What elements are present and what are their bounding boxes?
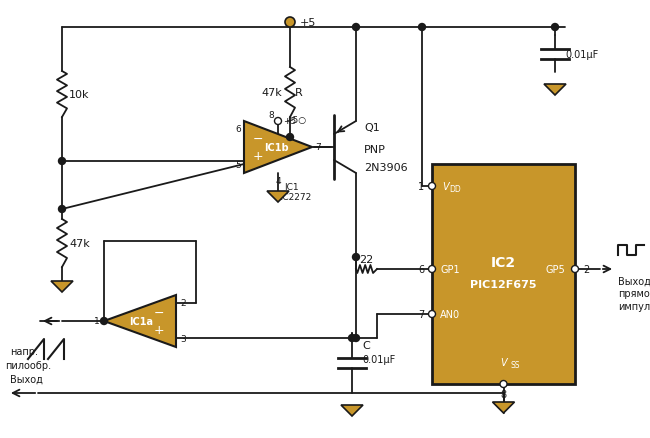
Polygon shape bbox=[51, 281, 73, 292]
Text: V: V bbox=[500, 357, 507, 367]
Circle shape bbox=[274, 118, 281, 125]
Text: Q1: Q1 bbox=[364, 123, 380, 133]
Text: −: − bbox=[253, 132, 263, 145]
Text: импульсов: импульсов bbox=[618, 301, 650, 311]
Text: 47k: 47k bbox=[69, 238, 90, 248]
Polygon shape bbox=[104, 295, 176, 347]
Text: 8: 8 bbox=[268, 110, 274, 119]
Circle shape bbox=[428, 183, 436, 190]
Text: Выход: Выход bbox=[618, 276, 650, 286]
Text: прямоуг.: прямоуг. bbox=[618, 288, 650, 298]
Circle shape bbox=[58, 206, 66, 213]
Polygon shape bbox=[544, 85, 566, 96]
Text: +5○: +5○ bbox=[285, 116, 306, 125]
Text: 0.01μF: 0.01μF bbox=[362, 354, 395, 364]
Text: 0.01μF: 0.01μF bbox=[565, 49, 598, 60]
Text: R: R bbox=[295, 88, 303, 98]
Polygon shape bbox=[493, 402, 515, 413]
Text: напр.: напр. bbox=[10, 346, 38, 356]
Text: +5: +5 bbox=[300, 18, 317, 28]
Circle shape bbox=[571, 266, 578, 273]
Polygon shape bbox=[267, 191, 289, 202]
Text: SS: SS bbox=[510, 360, 520, 370]
Text: 47k: 47k bbox=[261, 88, 282, 98]
Text: IC1a: IC1a bbox=[129, 316, 153, 326]
Circle shape bbox=[285, 18, 295, 28]
Circle shape bbox=[500, 381, 507, 388]
Text: 8: 8 bbox=[500, 389, 506, 399]
Circle shape bbox=[348, 335, 356, 342]
Text: GP5: GP5 bbox=[545, 265, 565, 274]
Text: 4: 4 bbox=[275, 176, 281, 185]
Circle shape bbox=[352, 254, 359, 261]
Text: 1: 1 bbox=[418, 182, 424, 191]
Text: 2: 2 bbox=[583, 265, 590, 274]
Text: пилообр.: пилообр. bbox=[5, 360, 51, 370]
Text: 7: 7 bbox=[418, 309, 424, 319]
Text: 6: 6 bbox=[418, 265, 424, 274]
Text: +: + bbox=[253, 150, 264, 163]
Text: GP1: GP1 bbox=[440, 265, 460, 274]
Circle shape bbox=[428, 311, 436, 318]
Circle shape bbox=[419, 25, 426, 32]
Text: +5: +5 bbox=[283, 117, 296, 126]
Text: 2: 2 bbox=[180, 299, 186, 308]
Circle shape bbox=[428, 266, 436, 273]
Text: DD: DD bbox=[449, 185, 461, 194]
Text: PIC12F675: PIC12F675 bbox=[470, 279, 537, 290]
Text: IC1b: IC1b bbox=[265, 143, 289, 153]
Text: IC1: IC1 bbox=[284, 183, 299, 192]
Text: 7: 7 bbox=[315, 143, 320, 152]
Text: 10k: 10k bbox=[69, 90, 90, 100]
FancyBboxPatch shape bbox=[432, 165, 575, 384]
Text: +: + bbox=[153, 324, 164, 337]
Text: 5: 5 bbox=[235, 160, 241, 169]
Polygon shape bbox=[244, 122, 312, 173]
Circle shape bbox=[551, 25, 558, 32]
Text: 22: 22 bbox=[359, 254, 374, 265]
Circle shape bbox=[58, 158, 66, 165]
Text: V: V bbox=[442, 182, 448, 191]
Text: TLC2272: TLC2272 bbox=[272, 193, 311, 202]
Polygon shape bbox=[341, 405, 363, 416]
Circle shape bbox=[352, 25, 359, 32]
Text: 6: 6 bbox=[235, 125, 241, 134]
Text: −: − bbox=[153, 306, 164, 319]
Text: IC2: IC2 bbox=[491, 255, 516, 269]
Text: PNP: PNP bbox=[364, 145, 386, 155]
Text: C: C bbox=[362, 340, 370, 350]
Circle shape bbox=[352, 335, 359, 342]
Text: 2N3906: 2N3906 bbox=[364, 162, 408, 173]
Text: AN0: AN0 bbox=[440, 309, 460, 319]
Text: 1: 1 bbox=[94, 317, 100, 326]
Circle shape bbox=[287, 134, 294, 141]
Circle shape bbox=[101, 318, 107, 325]
Text: Выход: Выход bbox=[10, 374, 43, 384]
Text: 3: 3 bbox=[180, 334, 186, 343]
